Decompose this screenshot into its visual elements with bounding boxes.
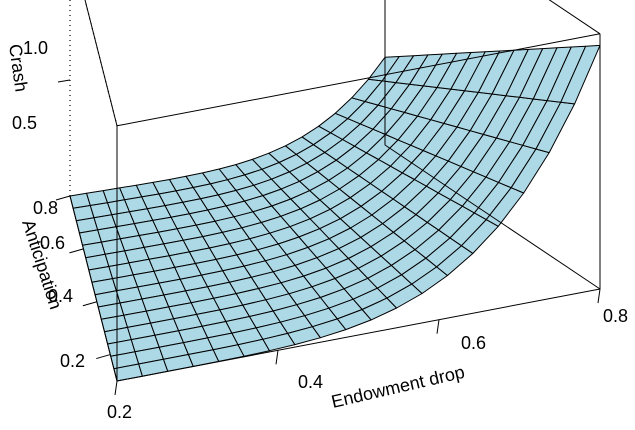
box-edge [384,144,601,290]
x-tick-mark [597,288,601,304]
y-tick-label-0: 0.2 [60,351,85,371]
y-tick-mark [96,354,111,360]
x-tick-mark [436,319,440,334]
bounding-box-front [55,0,601,396]
box-edge [116,288,601,382]
x-tick-mark [275,350,279,365]
y-axis-title: Anticipation [18,217,66,312]
x-tick-label-1: 0.4 [298,372,323,392]
box-edge [69,195,118,382]
z-tick-label-1: 1.0 [23,38,48,58]
x-tick-label-2: 0.6 [461,333,486,353]
box-edge [116,33,601,127]
z-tick-mark [57,79,71,83]
z-tick-label-0: 0.5 [12,113,37,133]
x-tick-label-3: 0.8 [603,306,628,326]
y-tick-mark [55,195,71,201]
y-tick-mark [82,301,97,307]
y-tick-label-1: 0.4 [48,286,73,306]
y-tick-label-3: 0.8 [33,198,58,218]
y-tick-label-2: 0.6 [40,233,65,253]
surface-cell [560,44,601,105]
x-tick-mark [114,380,118,396]
y-tick-mark [69,248,84,254]
surface-mesh [69,44,601,382]
x-tick-label-0: 0.2 [107,402,132,422]
box-edge [548,0,601,35]
box-edge-hidden [84,0,118,126]
x-axis-title: Endowment drop [329,362,466,412]
box-edge [84,0,118,126]
